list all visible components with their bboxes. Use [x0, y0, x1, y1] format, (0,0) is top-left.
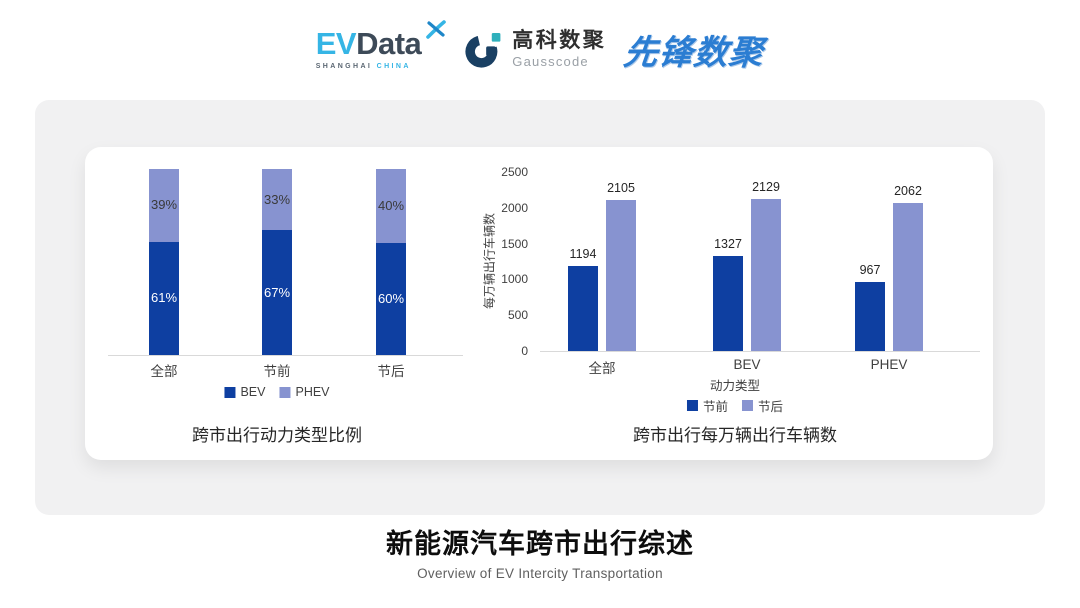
bar-value-label: 2129: [752, 179, 780, 194]
legend-swatch-phev: [279, 386, 291, 398]
y-axis-tick-label: 1000: [501, 272, 528, 287]
legend-label-bev: BEV: [240, 385, 266, 399]
legend-swatch-pre-holiday: [686, 400, 698, 411]
bar-value-label: 2105: [607, 181, 635, 196]
stacked-bar-segment-top: [376, 169, 406, 244]
content-panel: 每万辆出行车辆数 动力类型 BEV PHEV 节前 节后 跨市出行动力类型比例 …: [35, 100, 1045, 515]
bar-percent-label: 33%: [263, 191, 291, 207]
y-axis-tick-label: 2500: [501, 165, 528, 179]
bar-percent-label: 40%: [377, 198, 405, 214]
y-axis-tick-label: 1500: [501, 236, 528, 251]
legend-swatch-bev: [224, 386, 236, 398]
bar-value-label: 2062: [894, 184, 922, 199]
stacked-bar-segment-bottom: [376, 243, 406, 355]
grouped-bar: [855, 281, 885, 351]
grouped-bar: [893, 203, 923, 351]
right-chart-x-axis-label: 动力类型: [709, 379, 761, 393]
bar-percent-label: 60%: [377, 291, 405, 307]
y-axis-tick-label: 2000: [501, 200, 528, 215]
y-axis-tick-label: 0: [521, 344, 528, 358]
gausscode-chinese-name: 高科数聚: [512, 29, 607, 53]
charts-card: 每万辆出行车辆数 动力类型 BEV PHEV 节前 节后 跨市出行动力类型比例 …: [85, 147, 993, 460]
stacked-bar-segment-bottom: [262, 230, 292, 355]
category-label: BEV: [733, 357, 761, 372]
gausscode-english-name: Gausscode: [512, 53, 589, 69]
left-chart-x-axis-line: [108, 355, 463, 356]
legend-label-pre-holiday: 节前: [702, 400, 728, 414]
stacked-bar-segment-bottom: [149, 241, 179, 355]
gausscode-text-block: 高科数聚 Gausscode: [512, 29, 606, 68]
gausscode-g-icon: [465, 33, 501, 68]
legend-swatch-post-holiday: [742, 400, 753, 411]
right-chart-y-axis-label: 每万辆出行车辆数: [482, 212, 497, 310]
bar-percent-label: 39%: [150, 197, 178, 213]
grouped-bar: [568, 265, 598, 351]
pioneer-datagather-logo: 先锋数聚: [621, 33, 766, 72]
grouped-bar: [606, 200, 636, 351]
left-chart-legend: BEV PHEV: [224, 385, 330, 399]
bar-value-label: 1194: [569, 246, 597, 261]
report-footer: 新能源汽车跨市出行综述 Overview of EV Intercity Tra…: [0, 527, 1080, 581]
stacked-bar-segment-top: [262, 169, 292, 231]
evdata-spark-icon: [426, 20, 447, 39]
evdata-ev-text: EV: [315, 26, 357, 61]
evdata-subtitle: SHANGHAI CHINA: [316, 63, 411, 70]
grouped-bar: [713, 255, 743, 351]
category-label: 节后: [377, 364, 405, 379]
y-axis-tick-label: 500: [507, 308, 528, 323]
legend-label-post-holiday: 节后: [758, 400, 784, 414]
logo-header: EVData SHANGHAI CHINA 高科数聚 Gausscode 先锋数…: [0, 16, 1080, 82]
stacked-bar-segment-top: [149, 169, 179, 242]
category-label: 全部: [150, 364, 178, 379]
evdata-shanghai-text: SHANGHAI: [315, 63, 373, 70]
bar-percent-label: 61%: [150, 290, 178, 306]
right-chart-title: 跨市出行每万辆出行车辆数: [633, 426, 837, 445]
evdata-data-text: Data: [356, 26, 422, 61]
bar-value-label: 1327: [714, 236, 742, 251]
evdata-china-text: CHINA: [376, 63, 411, 70]
legend-label-phev: PHEV: [295, 385, 330, 399]
report-subtitle: Overview of EV Intercity Transportation: [417, 566, 663, 581]
grouped-bar: [751, 198, 781, 351]
category-label: PHEV: [870, 357, 908, 372]
category-label: 节前: [263, 364, 291, 379]
bar-value-label: 967: [859, 262, 881, 277]
evdata-wordmark: EVData: [315, 20, 448, 61]
right-chart-legend: 节前 节后: [686, 396, 784, 415]
evdata-logo: EVData SHANGHAI CHINA: [315, 20, 448, 70]
left-chart-title: 跨市出行动力类型比例: [192, 426, 362, 445]
bar-percent-label: 67%: [263, 284, 291, 300]
category-label: 全部: [588, 361, 616, 376]
gausscode-logo: 高科数聚 Gausscode: [465, 29, 606, 69]
right-chart-x-axis-line: [540, 351, 980, 352]
report-title: 新能源汽车跨市出行综述: [386, 529, 694, 559]
